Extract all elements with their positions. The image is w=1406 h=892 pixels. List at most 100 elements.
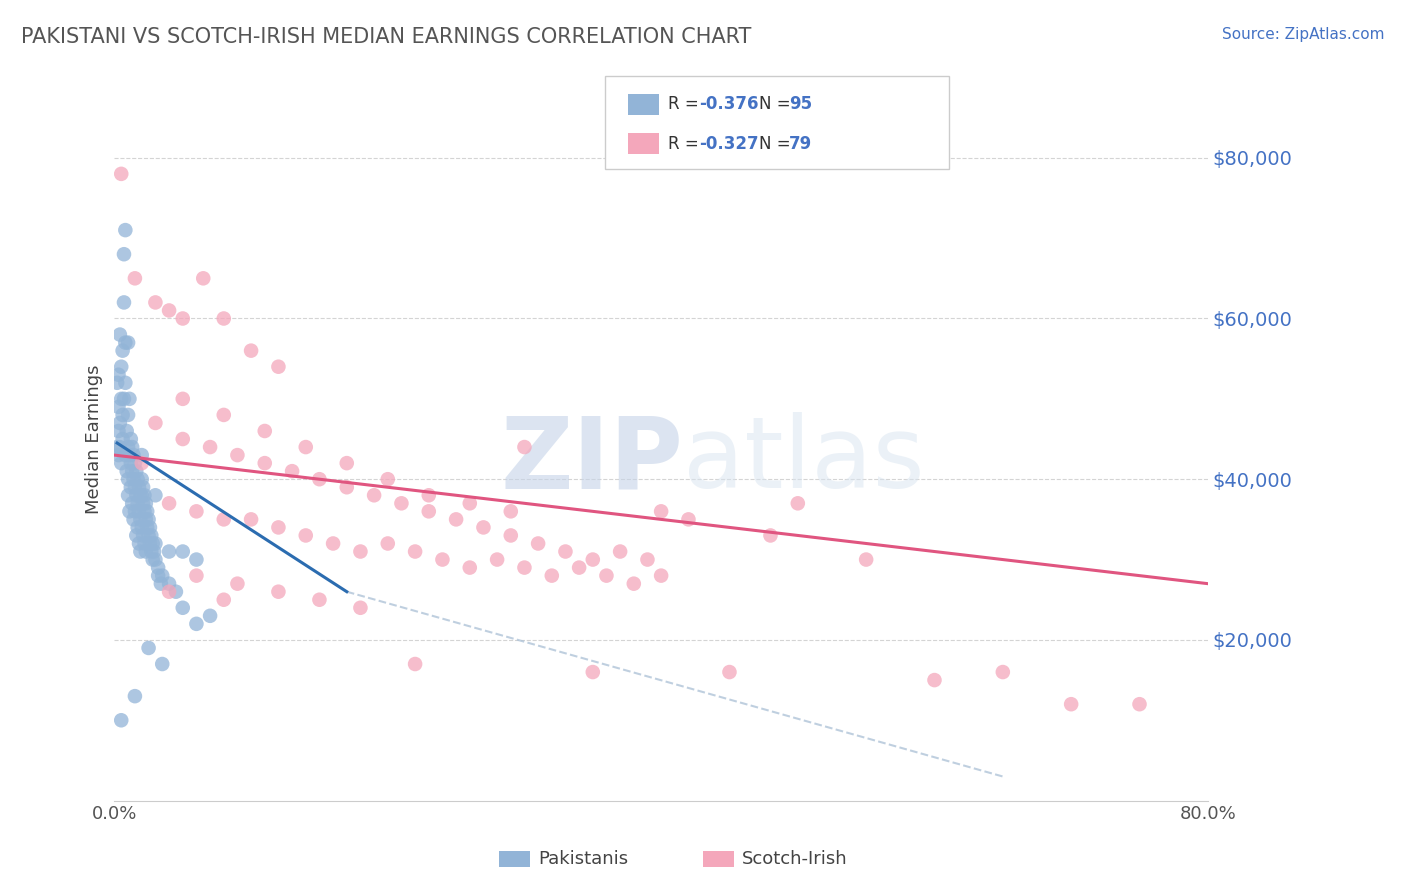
- Point: [186, 568, 208, 582]
- Point: [294, 440, 316, 454]
- Point: [120, 456, 142, 470]
- Point: [650, 504, 672, 518]
- Point: [117, 408, 139, 422]
- Point: [111, 432, 134, 446]
- Point: [124, 689, 146, 703]
- Point: [128, 504, 150, 518]
- Point: [391, 496, 413, 510]
- Point: [111, 408, 134, 422]
- Point: [404, 657, 426, 671]
- Point: [136, 520, 159, 534]
- Point: [132, 528, 155, 542]
- Point: [125, 528, 148, 542]
- Point: [322, 536, 344, 550]
- Point: [267, 359, 290, 374]
- Point: [226, 448, 249, 462]
- Point: [186, 616, 208, 631]
- Point: [294, 528, 316, 542]
- Point: [134, 504, 156, 518]
- Point: [143, 544, 166, 558]
- Point: [172, 311, 194, 326]
- Point: [121, 464, 143, 478]
- Point: [112, 392, 135, 406]
- Point: [363, 488, 385, 502]
- Point: [212, 512, 235, 526]
- Point: [253, 456, 276, 470]
- Point: [281, 464, 304, 478]
- Point: [110, 713, 132, 727]
- Point: [157, 303, 180, 318]
- Point: [127, 520, 149, 534]
- Point: [138, 528, 160, 542]
- Point: [212, 408, 235, 422]
- Point: [404, 544, 426, 558]
- Point: [115, 424, 138, 438]
- Point: [212, 592, 235, 607]
- Point: [157, 496, 180, 510]
- Point: [139, 520, 162, 534]
- Point: [105, 376, 128, 390]
- Point: [145, 536, 167, 550]
- Point: [377, 472, 399, 486]
- Point: [108, 327, 131, 342]
- Text: atlas: atlas: [683, 412, 925, 509]
- Point: [124, 504, 146, 518]
- Point: [114, 223, 136, 237]
- Point: [134, 536, 156, 550]
- Point: [124, 271, 146, 285]
- Point: [172, 392, 194, 406]
- Text: PAKISTANI VS SCOTCH-IRISH MEDIAN EARNINGS CORRELATION CHART: PAKISTANI VS SCOTCH-IRISH MEDIAN EARNING…: [21, 27, 751, 46]
- Point: [472, 520, 495, 534]
- Point: [128, 480, 150, 494]
- Point: [145, 295, 167, 310]
- Point: [172, 544, 194, 558]
- Text: Pakistanis: Pakistanis: [538, 850, 628, 868]
- Point: [718, 665, 741, 679]
- Point: [131, 520, 153, 534]
- Point: [110, 359, 132, 374]
- Point: [135, 544, 157, 558]
- Point: [122, 512, 145, 526]
- Point: [117, 488, 139, 502]
- Point: [111, 343, 134, 358]
- Point: [145, 552, 167, 566]
- Point: [595, 568, 617, 582]
- Point: [609, 544, 631, 558]
- Point: [129, 544, 152, 558]
- Point: [267, 520, 290, 534]
- Point: [226, 576, 249, 591]
- Point: [172, 432, 194, 446]
- Point: [142, 536, 165, 550]
- Point: [349, 544, 371, 558]
- Point: [150, 657, 173, 671]
- Point: [115, 464, 138, 478]
- Point: [145, 416, 167, 430]
- Text: 95: 95: [789, 95, 811, 113]
- Point: [117, 472, 139, 486]
- Point: [110, 392, 132, 406]
- Text: N =: N =: [759, 135, 796, 153]
- Point: [134, 488, 156, 502]
- Point: [124, 480, 146, 494]
- Point: [157, 584, 180, 599]
- Point: [117, 335, 139, 350]
- Point: [131, 456, 153, 470]
- Point: [105, 440, 128, 454]
- Point: [122, 472, 145, 486]
- Point: [124, 456, 146, 470]
- Point: [623, 576, 645, 591]
- Point: [128, 536, 150, 550]
- Point: [308, 592, 330, 607]
- Point: [349, 600, 371, 615]
- Point: [198, 608, 221, 623]
- Point: [141, 528, 163, 542]
- Point: [486, 552, 509, 566]
- Text: R =: R =: [668, 135, 704, 153]
- Point: [108, 440, 131, 454]
- Point: [855, 552, 877, 566]
- Point: [554, 544, 576, 558]
- Point: [112, 295, 135, 310]
- Text: N =: N =: [759, 95, 796, 113]
- Point: [786, 496, 808, 510]
- Point: [336, 456, 359, 470]
